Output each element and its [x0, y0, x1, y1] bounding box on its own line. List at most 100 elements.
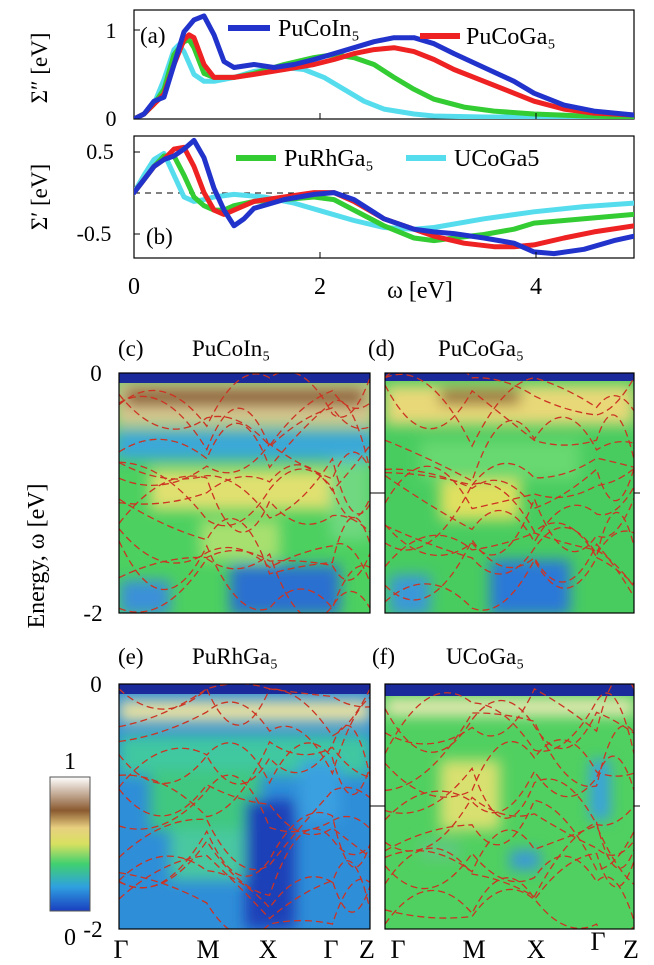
band-line: [119, 390, 370, 447]
band-line: [385, 692, 634, 754]
colorbar: 1 0: [49, 749, 91, 951]
colorbar-top-label: 1: [64, 749, 76, 775]
map-f-letter: (f): [372, 644, 395, 669]
panel-b-ytick-05: 0.5: [86, 139, 114, 164]
band-line: [385, 877, 634, 929]
band-line: [119, 475, 370, 533]
band-line: [385, 684, 634, 745]
band-line: [385, 474, 634, 544]
map-e-title: PuRhGa₅: [192, 644, 278, 669]
kpath-label-gamma-3: Γ: [390, 935, 405, 964]
band-line: [385, 700, 634, 753]
panel-a-ytick-0: 0: [106, 106, 117, 131]
band-line: [385, 467, 634, 510]
legend-label-ucoga5: UCoGa5: [454, 146, 539, 172]
band-line: [119, 445, 370, 505]
band-line: [385, 821, 634, 898]
band-line: [385, 465, 634, 510]
band-line: [119, 811, 370, 889]
map-d-letter: (d): [368, 336, 395, 361]
kpath-label-gamma-1: Γ: [113, 935, 128, 964]
band-line: [119, 783, 370, 858]
kpath-label-x-1: X: [259, 935, 278, 964]
map-e-ytick-m2: -2: [83, 917, 102, 942]
kpath-label-gamma-4: Γ: [590, 927, 605, 956]
band-line: [119, 854, 370, 920]
legend-label-pucoga5: PuCoGa₅: [466, 24, 556, 50]
band-line: [119, 872, 370, 929]
band-line: [385, 739, 634, 798]
map-f-title: UCoGa₅: [446, 644, 524, 669]
band-line: [385, 524, 634, 575]
map-c-title: PuCoIn₅: [192, 336, 270, 361]
kpath-label-z-1: Z: [359, 935, 375, 964]
map-c-bands: [119, 373, 370, 613]
panel-b-letter: (b): [146, 224, 173, 249]
panel-b-xtick-0: 0: [128, 274, 140, 300]
band-line: [385, 852, 634, 921]
kpath-label-m-1: M: [196, 935, 219, 964]
colorbar-gradient: [49, 776, 91, 912]
band-line: [119, 373, 370, 428]
band-line: [119, 549, 370, 581]
band-line: [119, 696, 370, 776]
panel-a: (a) Σ″ [eV] 1 0 PuCoIn₅ PuCoGa₅: [27, 9, 635, 131]
kpath-label-x-2: X: [527, 935, 546, 964]
series-line-a-pucoin5: [134, 13, 634, 119]
band-line: [385, 824, 634, 885]
legend-label-pucoin5: PuCoIn₅: [278, 16, 360, 42]
legend-b: PuRhGa₅ UCoGa5: [236, 146, 539, 172]
kpath-label-gamma-2: Γ: [323, 935, 338, 964]
panel-a-ylabel: Σ″ [eV]: [27, 33, 52, 104]
maps-ylabel: Energy, ω [eV]: [24, 483, 50, 628]
band-line: [385, 556, 634, 611]
map-f: [385, 684, 634, 929]
panel-b-frame: [133, 135, 635, 259]
band-line: [385, 497, 634, 556]
map-e: [119, 684, 370, 929]
band-line: [119, 399, 370, 470]
band-line: [119, 443, 370, 486]
panel-a-ytick-1: 1: [106, 18, 117, 43]
panel-b-curves: [134, 137, 634, 257]
band-line: [119, 528, 370, 583]
band-line: [119, 724, 370, 785]
band-line: [119, 742, 370, 796]
map-e-bands: [119, 684, 370, 929]
map-c: [119, 373, 370, 613]
band-line: [385, 766, 634, 826]
map-c-ytick-m2: -2: [83, 601, 102, 626]
band-line: [385, 482, 634, 559]
band-line: [119, 552, 370, 613]
band-line: [119, 498, 370, 575]
band-line: [385, 384, 634, 460]
kpath-label-m-2: M: [462, 935, 485, 964]
panel-b-ylabel: Σ′ [eV]: [27, 164, 52, 230]
map-d-title: PuCoGa₅: [438, 336, 524, 361]
band-line: [119, 786, 370, 871]
legend-a: PuCoIn₅ PuCoGa₅: [228, 16, 556, 50]
series-line-b-pucoin5: [134, 137, 634, 257]
map-e-ytick-0: 0: [90, 672, 102, 697]
band-line: [385, 457, 634, 486]
panel-b-xlabel: ω [eV]: [387, 278, 453, 304]
panel-b: (b) Σ′ [eV] 0.5 -0.5 0 2 4 ω [eV] PuRhGa…: [27, 135, 635, 304]
colorbar-bottom-label: 0: [64, 925, 76, 951]
series-line-b-pucoga5: [134, 144, 634, 250]
band-line: [119, 740, 370, 818]
map-d-bands: [385, 373, 634, 611]
map-e-letter: (e): [118, 644, 144, 669]
band-line: [119, 395, 370, 452]
panel-a-curves: [134, 13, 634, 119]
panel-a-letter: (a): [140, 23, 166, 48]
band-line: [119, 828, 370, 897]
spectral-maps: (c) PuCoIn₅ (d) PuCoGa₅ (e) PuRhGa₅ (f) …: [24, 336, 640, 964]
panel-b-xtick-4: 4: [530, 274, 542, 300]
map-c-ytick-0: 0: [90, 361, 102, 386]
band-line: [119, 540, 370, 611]
band-line: [119, 457, 370, 519]
kpath-label-z-2: Z: [623, 935, 639, 964]
band-line: [385, 538, 634, 601]
map-c-letter: (c): [118, 336, 144, 361]
